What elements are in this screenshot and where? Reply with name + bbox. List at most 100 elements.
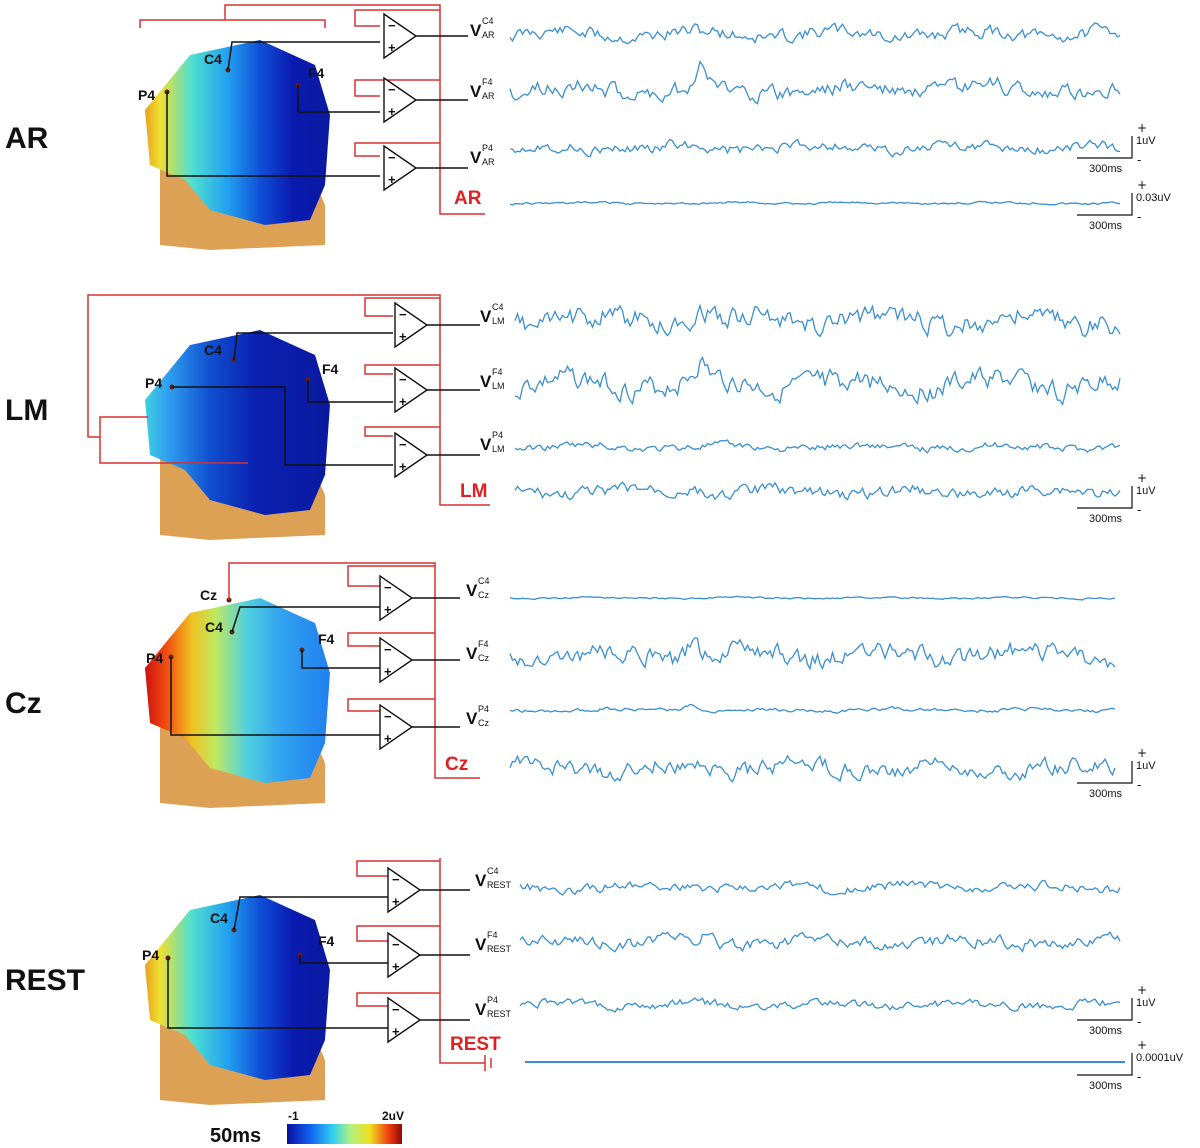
scale-bar-amplitude: 1uV (1136, 485, 1156, 497)
scale-bar-time: 300ms (1089, 163, 1123, 175)
scale-bar: 1uV 300ms + - (1077, 983, 1156, 1037)
reference-branch (347, 632, 435, 647)
channel-label: V P4 Cz (466, 704, 489, 728)
scalp-map-rest (145, 895, 330, 1080)
reference-branch (356, 992, 440, 1007)
scale-bar-amplitude: 0.0001uV (1136, 1052, 1184, 1064)
amplifier-p4: −+ (394, 431, 429, 479)
electrode-label-cz: Cz (200, 587, 217, 603)
reference-branch (364, 297, 440, 317)
panel-label-lm: LM (5, 394, 48, 427)
scale-bar: 0.03uV 300ms + - (1077, 178, 1172, 232)
reference-branch (347, 565, 435, 587)
scale-bar-lines (1077, 998, 1133, 1021)
channel-label-reference: REST (487, 1009, 512, 1019)
electrode-label-c4: C4 (205, 619, 223, 635)
eeg-trace-c4-ar (509, 22, 1121, 45)
scale-bar-time: 300ms (1089, 788, 1123, 800)
scale-bar-lines (1077, 136, 1133, 159)
reference-branch (347, 698, 435, 712)
amplifier-plus: + (399, 329, 407, 344)
electrode-label-c4: C4 (204, 342, 222, 358)
channel-label-electrode: F4 (482, 77, 493, 87)
electrode-label-f4: F4 (318, 933, 335, 949)
amplifier-minus: − (388, 150, 396, 165)
electrode-label-f4: F4 (322, 361, 339, 377)
channel-label: V F4 REST (475, 930, 512, 954)
eeg-trace-c4-lm (514, 303, 1121, 339)
signal-wire-f4 (297, 85, 380, 113)
channel-label-reference: AR (482, 157, 495, 167)
scale-bar-minus: - (1137, 778, 1141, 792)
scale-bar-minus: - (1137, 210, 1141, 224)
channel-label-electrode: F4 (478, 639, 489, 649)
scale-bar-minus: - (1137, 153, 1141, 167)
amplifier-c4: −+ (387, 866, 422, 914)
scale-bar-minus: - (1137, 503, 1141, 517)
eeg-trace-p4-rest (519, 997, 1121, 1013)
electrode-label-f4: F4 (318, 631, 335, 647)
channel-label-base: V (480, 435, 492, 454)
channel-label-reference: AR (482, 30, 495, 40)
scalp-map-ar (145, 40, 330, 225)
channel-label-reference: Cz (478, 718, 489, 728)
electrode-label-c4: C4 (204, 51, 222, 67)
colorbar-max-label: 2uV (382, 1109, 404, 1123)
amplifier-p4: −+ (383, 144, 418, 192)
eeg-trace-reference-ar (509, 200, 1121, 206)
channel-label: V P4 LM (480, 430, 505, 454)
amplifier-p4: −+ (379, 703, 414, 751)
channel-label-reference: AR (482, 91, 495, 101)
signal-wire-f4 (307, 380, 393, 403)
reference-label-lm: LM (460, 481, 487, 502)
channel-label-base: V (475, 1000, 487, 1019)
amplifier-triangle (387, 931, 422, 979)
amplifier-c4: −+ (394, 301, 429, 349)
channel-label-reference: LM (492, 444, 505, 454)
reference-bracket (139, 19, 326, 28)
amplifier-f4: −+ (387, 931, 422, 979)
signal-wire-f4 (299, 955, 388, 964)
scale-bar-minus: - (1137, 1070, 1141, 1084)
scale-bar-plus: + (1137, 746, 1147, 760)
panel-label-ar: AR (5, 122, 49, 155)
eeg-trace-f4-ar (509, 60, 1121, 105)
channel-label: V C4 Cz (466, 576, 490, 600)
channel-label: V P4 AR (470, 143, 495, 167)
reference-label-ar: AR (454, 188, 482, 209)
scale-bar-time: 300ms (1089, 1025, 1123, 1037)
scale-bar-lines (1077, 193, 1133, 216)
amplifier-triangle (379, 703, 414, 751)
scale-bar: 1uV 300ms + - (1077, 121, 1156, 175)
signal-wire-p4 (170, 657, 380, 736)
scale-bar: 0.0001uV 300ms + - (1077, 1038, 1184, 1092)
signal-wire-p4 (172, 386, 393, 466)
amplifier-minus: − (399, 372, 407, 387)
scalp-map-lm (145, 330, 330, 515)
eeg-trace-reference-lm (514, 481, 1121, 501)
reference-bus (224, 4, 485, 215)
channel-label-electrode: P4 (478, 704, 489, 714)
channel-label: V F4 LM (480, 367, 505, 391)
amplifier-minus: − (392, 937, 400, 952)
amplifier-f4: −+ (383, 76, 418, 124)
amplifier-triangle (383, 76, 418, 124)
scale-bar-lines (1077, 761, 1133, 784)
amplifier-f4: −+ (379, 636, 414, 684)
eeg-trace-p4-cz (509, 703, 1116, 714)
channel-label-base: V (480, 372, 492, 391)
amplifier-plus: + (399, 459, 407, 474)
eeg-trace-f4-cz (509, 637, 1116, 671)
channel-label-electrode: C4 (487, 866, 499, 876)
amplifier-minus: − (392, 872, 400, 887)
scale-bar-amplitude: 1uV (1136, 760, 1156, 772)
amplifier-plus: + (392, 1024, 400, 1039)
eeg-trace-p4-lm (514, 439, 1121, 454)
scale-bar-plus: + (1137, 983, 1147, 997)
signal-wire-f4 (301, 650, 380, 669)
channel-label-base: V (470, 148, 482, 167)
channel-label-electrode: C4 (478, 576, 490, 586)
panel-label-cz: Cz (5, 687, 42, 720)
